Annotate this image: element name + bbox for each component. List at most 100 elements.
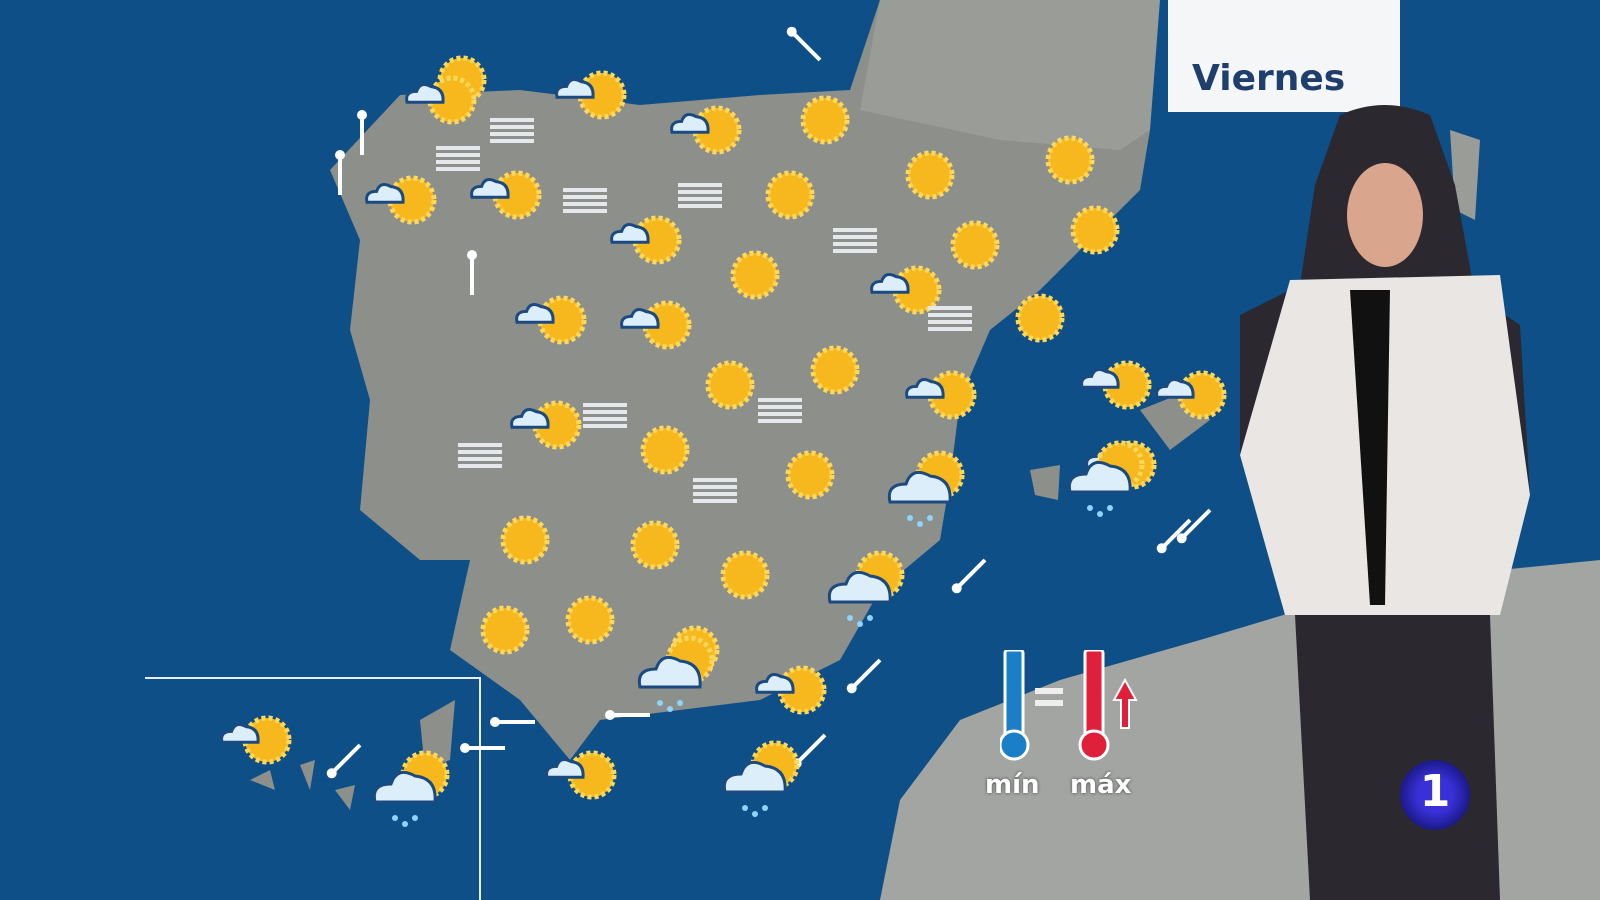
rain-cloud-icon — [827, 550, 905, 627]
canary-islands-land — [250, 700, 455, 810]
france-land — [860, 0, 1160, 150]
arrow-up-icon — [1112, 677, 1138, 729]
sun-icon — [1015, 293, 1065, 343]
rain-cloud-icon — [722, 740, 800, 817]
cloud-icon — [510, 407, 550, 429]
cloud-icon — [1067, 460, 1132, 494]
sun-icon — [537, 295, 587, 345]
fog-line-icon — [583, 403, 627, 407]
fog-line-icon — [563, 188, 607, 192]
fog-line-icon — [678, 190, 722, 194]
fog-line-icon — [436, 160, 480, 164]
raindrop-icon — [657, 700, 663, 706]
fog-line-icon — [758, 419, 802, 423]
cloud-icon — [670, 112, 710, 134]
cloud-sun-icon — [620, 300, 692, 350]
sun-icon — [480, 605, 530, 655]
cloud-sun-icon — [610, 215, 682, 265]
cloud-icon — [372, 770, 437, 804]
sun-icon — [800, 95, 850, 145]
fog-line-icon — [436, 167, 480, 171]
wind-arrow-head-icon — [605, 710, 615, 720]
raindrop-icon — [1107, 505, 1113, 511]
fog-icon — [436, 146, 480, 171]
cloud-icon — [755, 672, 795, 694]
sun-icon — [720, 550, 770, 600]
fog-icon — [563, 188, 607, 213]
rain-cloud-icon — [637, 635, 715, 712]
cloud-icon — [887, 470, 952, 504]
raindrop-icon — [867, 615, 873, 621]
wind-arrow-down-left-icon — [955, 558, 987, 590]
raindrop-icon — [392, 815, 398, 821]
sun-icon — [765, 170, 815, 220]
fog-line-icon — [490, 139, 534, 143]
sun-icon — [905, 150, 955, 200]
raindrop-icon — [907, 515, 913, 521]
cloud-icon — [405, 82, 445, 104]
cloud-sun-icon — [1080, 360, 1152, 410]
cloud-sun-icon — [870, 265, 942, 315]
sun-icon — [242, 715, 292, 765]
fog-icon — [833, 228, 877, 253]
fog-icon — [458, 443, 502, 468]
cloud-icon — [1155, 377, 1195, 399]
sun-icon — [730, 250, 780, 300]
wind-arrow-head-icon — [1176, 533, 1187, 544]
sun-icon — [800, 95, 850, 145]
fog-line-icon — [693, 499, 737, 503]
raindrop-icon — [1097, 511, 1103, 517]
sun-icon — [632, 215, 682, 265]
cloud-icon — [620, 307, 660, 329]
fog-line-icon — [833, 228, 877, 232]
fog-line-icon — [693, 485, 737, 489]
sun-icon — [950, 220, 1000, 270]
sun-icon — [705, 360, 755, 410]
cloud-sun-icon — [545, 750, 617, 800]
fog-icon — [678, 183, 722, 208]
sun-icon — [1070, 205, 1120, 255]
canary-inset-frame — [145, 677, 481, 900]
raindrop-icon — [742, 805, 748, 811]
presenter — [1240, 105, 1530, 900]
cloud-icon — [220, 722, 260, 744]
day-label-box: Viernes — [1168, 0, 1400, 112]
cloud-sun-icon — [1155, 370, 1227, 420]
sun-icon — [927, 370, 977, 420]
cloud-icon — [555, 77, 595, 99]
fog-icon — [928, 306, 972, 331]
wind-arrow-down-left-icon — [1160, 518, 1192, 550]
raindrop-icon — [927, 515, 933, 521]
sun-icon — [765, 170, 815, 220]
sun-icon — [427, 75, 477, 125]
fog-line-icon — [436, 146, 480, 150]
cloud-icon — [545, 757, 585, 779]
fog-line-icon — [833, 242, 877, 246]
cloud-sun-icon — [755, 665, 827, 715]
fog-line-icon — [928, 306, 972, 310]
wind-arrow-head-icon — [335, 150, 345, 160]
cloud-sun-icon — [220, 715, 292, 765]
fog-line-icon — [833, 235, 877, 239]
sun-icon — [640, 425, 690, 475]
cloud-sun-icon — [555, 70, 627, 120]
cloud-sun-icon — [510, 400, 582, 450]
fog-line-icon — [928, 327, 972, 331]
wind-arrow-up-left-icon — [790, 30, 822, 62]
sun-icon — [630, 520, 680, 570]
raindrop-icon — [667, 706, 673, 712]
raindrop-icon — [857, 621, 863, 627]
sun-icon — [492, 170, 542, 220]
sun-icon — [642, 300, 692, 350]
cloud-icon — [610, 222, 650, 244]
fog-line-icon — [678, 197, 722, 201]
wind-arrow-head-icon — [846, 683, 857, 694]
sun-icon — [785, 450, 835, 500]
sun-icon — [720, 550, 770, 600]
max-thermometer-icon — [1078, 648, 1110, 761]
wind-arrow-down-left-icon — [330, 743, 362, 775]
fog-line-icon — [458, 443, 502, 447]
rain-cloud-icon — [372, 750, 450, 827]
fog-line-icon — [693, 478, 737, 482]
cloud-icon — [1080, 367, 1120, 389]
